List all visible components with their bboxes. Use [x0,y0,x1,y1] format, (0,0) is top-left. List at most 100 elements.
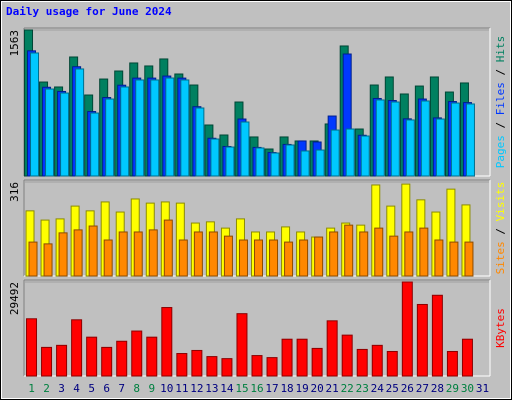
bar [41,346,53,377]
bar [419,227,429,277]
y-tick-label: 1563 [8,30,21,57]
bar [420,100,430,177]
bar [60,92,70,177]
x-tick-label: 20 [311,382,324,395]
x-tick-label: 8 [133,382,140,395]
bar [341,334,353,377]
bar [389,235,399,277]
legend-entry: KBytes [494,308,507,348]
bar [73,229,83,277]
bar [464,241,474,277]
legend: Sites / Visits [494,182,507,275]
x-tick-label: 26 [401,382,414,395]
x-tick-label: 10 [160,382,173,395]
bar [326,320,338,377]
x-tick-label: 25 [386,382,399,395]
bar [135,79,145,177]
bar [90,112,100,177]
bar [161,307,173,377]
bar [255,147,265,177]
x-tick-label: 31 [476,382,489,395]
bar [163,219,173,277]
x-tick-label: 6 [103,382,110,395]
legend-separator: / [494,115,507,135]
bar [405,119,415,177]
bar [148,229,158,277]
x-tick-label: 19 [295,382,308,395]
bar [269,239,279,277]
bar [86,336,98,377]
bar [30,52,40,177]
bar [103,239,113,277]
x-tick-label: 28 [431,382,444,395]
legend: KBytes [494,308,507,348]
chart-title: Daily usage for June 2024 [6,5,172,18]
y-tick-label: 29492 [8,282,21,315]
bar [285,144,295,177]
x-tick-label: 4 [73,382,80,395]
bar [315,149,325,177]
bar [375,99,385,177]
legend-entry: Files [494,82,507,115]
bar [191,349,203,377]
x-tick-label: 17 [265,382,278,395]
bar [270,152,280,177]
bar [101,346,113,377]
bar [131,330,143,377]
bar [360,135,370,177]
bar [329,231,339,277]
x-tick-label: 9 [148,382,155,395]
bar [236,313,248,377]
bar [449,241,459,277]
bar [371,344,383,377]
bar [416,303,428,377]
bar [176,353,188,377]
bar [359,231,369,277]
x-tick-label: 22 [341,382,354,395]
bar [26,318,38,377]
bar [461,338,473,377]
bar [75,68,85,177]
bar [165,77,175,177]
bar [296,338,308,377]
x-tick-label: 18 [280,382,293,395]
bar [178,239,188,277]
legend-separator: / [494,221,507,241]
bar [225,146,235,177]
bar [404,231,414,277]
bar [266,357,278,377]
bar [208,231,218,277]
x-tick-label: 12 [190,382,203,395]
x-tick-label: 27 [416,382,429,395]
bar [386,350,398,377]
bar [251,355,263,377]
bar [150,79,160,177]
bar [210,138,220,177]
x-tick-label: 29 [446,382,459,395]
bar [146,336,158,377]
x-tick-label: 15 [235,382,248,395]
bar [434,239,444,277]
bar [314,236,324,277]
bar [465,103,475,177]
bar [71,319,83,377]
legend-entry: Hits [494,36,507,63]
bar [180,79,190,177]
bar [58,232,68,277]
x-tick-label: 23 [356,382,369,395]
x-tick-label: 21 [326,382,339,395]
legend-entry: Sites [494,241,507,274]
bar [56,344,68,377]
bar [284,241,294,277]
legend: Pages / Files / Hits [494,36,507,169]
bar [238,239,248,277]
x-tick-label: 11 [175,382,188,395]
x-tick-label: 30 [461,382,474,395]
bar [374,227,384,277]
bar [299,239,309,277]
y-tick-label: 316 [8,182,21,202]
x-tick-label: 3 [58,382,65,395]
bar [431,294,443,377]
